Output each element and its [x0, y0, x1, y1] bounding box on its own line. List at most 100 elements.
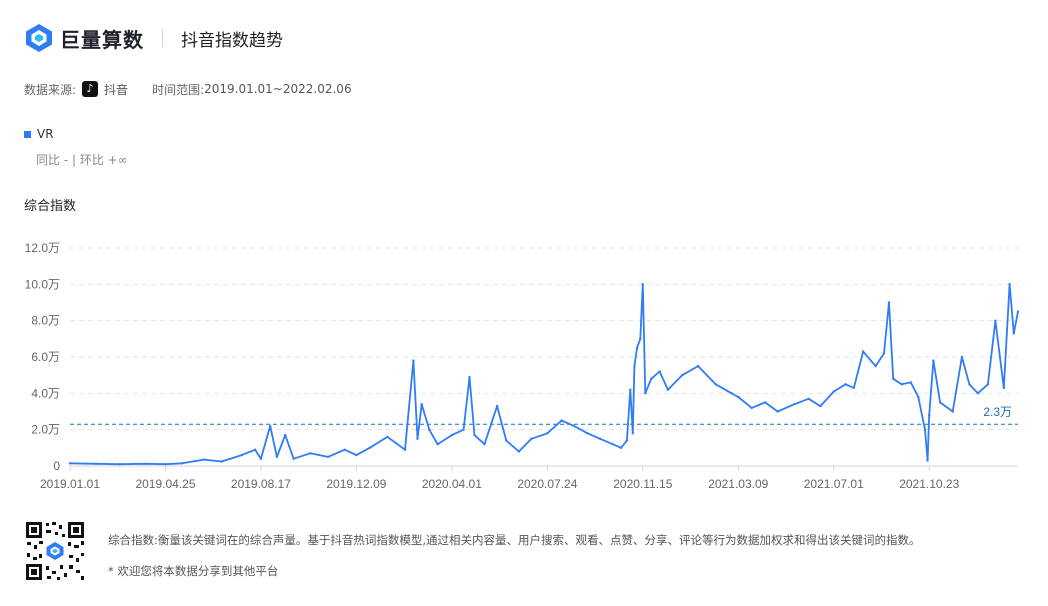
data-point[interactable]: [909, 381, 912, 384]
data-point[interactable]: [793, 403, 796, 406]
data-point[interactable]: [681, 374, 684, 377]
data-point[interactable]: [633, 364, 636, 368]
data-point[interactable]: [450, 433, 454, 437]
data-point[interactable]: [926, 459, 929, 462]
data-point[interactable]: [951, 410, 954, 413]
data-point[interactable]: [776, 410, 779, 413]
data-point[interactable]: [882, 352, 886, 355]
data-point[interactable]: [326, 455, 330, 459]
data-point[interactable]: [887, 301, 891, 304]
data-point[interactable]: [658, 370, 661, 373]
legend-item-vr[interactable]: VR: [24, 127, 54, 141]
data-point[interactable]: [284, 433, 287, 437]
x-tick-label: 2019.04.25: [135, 477, 195, 491]
data-point[interactable]: [202, 458, 206, 461]
data-point[interactable]: [118, 463, 121, 466]
page-title: 抖音指数趋势: [181, 30, 283, 51]
data-point[interactable]: [240, 453, 243, 457]
data-point[interactable]: [852, 386, 856, 390]
data-point[interactable]: [635, 346, 639, 350]
data-point[interactable]: [832, 390, 835, 393]
data-point[interactable]: [625, 439, 629, 442]
data-point[interactable]: [586, 432, 589, 435]
data-point[interactable]: [1012, 332, 1015, 335]
data-point[interactable]: [355, 453, 358, 457]
data-point[interactable]: [368, 446, 371, 449]
data-point[interactable]: [994, 319, 997, 322]
data-point[interactable]: [292, 457, 295, 460]
data-point[interactable]: [1002, 386, 1005, 390]
data-point[interactable]: [619, 446, 623, 449]
data-point[interactable]: [629, 388, 632, 391]
data-point[interactable]: [253, 448, 257, 451]
data-point[interactable]: [932, 359, 935, 362]
data-point[interactable]: [807, 397, 810, 400]
data-point[interactable]: [164, 463, 167, 466]
data-point[interactable]: [900, 383, 903, 386]
data-point[interactable]: [144, 462, 147, 465]
data-point[interactable]: [874, 364, 877, 368]
data-point[interactable]: [714, 383, 717, 386]
range-value: 2019.01.01~2022.02.06: [204, 82, 352, 96]
data-point[interactable]: [530, 437, 533, 440]
data-point[interactable]: [275, 455, 279, 459]
data-point[interactable]: [220, 460, 223, 463]
data-point[interactable]: [560, 419, 563, 422]
data-point[interactable]: [750, 406, 753, 410]
data-point[interactable]: [94, 462, 98, 465]
data-point[interactable]: [631, 432, 634, 435]
data-point[interactable]: [572, 424, 576, 428]
data-point[interactable]: [495, 404, 499, 408]
data-point[interactable]: [641, 283, 644, 286]
data-point[interactable]: [259, 457, 263, 460]
data-point[interactable]: [403, 448, 407, 451]
y-tick-label: 12.0万: [25, 241, 60, 255]
data-point[interactable]: [343, 448, 346, 451]
data-point[interactable]: [928, 413, 931, 417]
data-point[interactable]: [960, 355, 964, 359]
data-point[interactable]: [968, 383, 971, 386]
data-point[interactable]: [763, 401, 767, 404]
data-point[interactable]: [650, 377, 653, 380]
data-point[interactable]: [892, 377, 895, 380]
data-point[interactable]: [666, 388, 670, 391]
data-point[interactable]: [598, 437, 602, 440]
data-point[interactable]: [386, 435, 389, 439]
data-point[interactable]: [412, 359, 415, 362]
data-point[interactable]: [1016, 310, 1020, 313]
data-point[interactable]: [644, 392, 647, 395]
x-tick-label: 2020.11.15: [613, 477, 672, 491]
data-point[interactable]: [416, 437, 419, 440]
data-point[interactable]: [1008, 283, 1011, 286]
data-point[interactable]: [986, 383, 990, 386]
data-point[interactable]: [923, 428, 927, 431]
data-point[interactable]: [181, 462, 184, 465]
douyin-icon: ♪: [82, 81, 99, 97]
data-point[interactable]: [938, 401, 942, 404]
data-point[interactable]: [976, 392, 979, 395]
data-point[interactable]: [546, 432, 549, 435]
data-point[interactable]: [737, 395, 740, 399]
data-point[interactable]: [462, 428, 465, 431]
data-point[interactable]: [917, 395, 920, 399]
data-point[interactable]: [68, 462, 72, 465]
data-point[interactable]: [436, 443, 439, 446]
data-point[interactable]: [309, 452, 312, 455]
data-point[interactable]: [483, 443, 486, 446]
data-point[interactable]: [696, 364, 700, 368]
trend-chart[interactable]: 0 2.0万 4.0万 6.0万 8.0万 10.0万 12.0万 2019.01.01 20…: [0, 236, 1048, 506]
series-line-vr[interactable]: [69, 283, 1019, 466]
data-point[interactable]: [844, 383, 847, 386]
data-point[interactable]: [517, 450, 521, 453]
data-point[interactable]: [611, 443, 614, 446]
data-point[interactable]: [730, 392, 733, 395]
data-point[interactable]: [428, 428, 431, 431]
data-point[interactable]: [505, 439, 508, 442]
data-point[interactable]: [639, 337, 642, 340]
data-point[interactable]: [473, 433, 476, 437]
data-point[interactable]: [819, 404, 822, 408]
data-point[interactable]: [269, 424, 272, 428]
data-point[interactable]: [420, 403, 423, 406]
data-point[interactable]: [468, 375, 471, 379]
data-point[interactable]: [861, 350, 865, 353]
